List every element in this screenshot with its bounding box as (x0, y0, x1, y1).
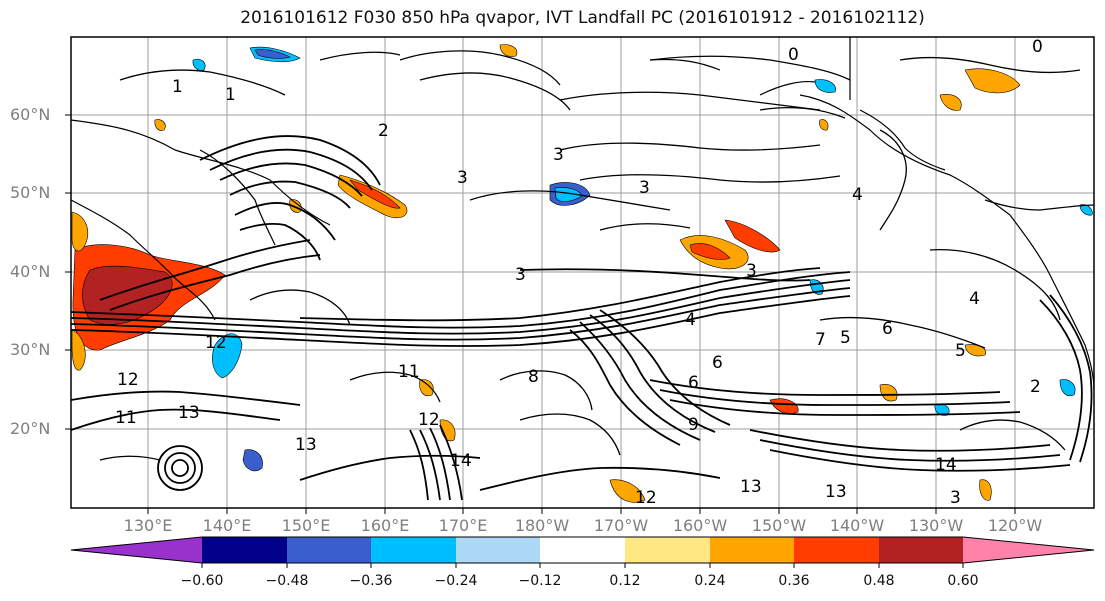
contour-label: 13 (825, 482, 847, 502)
contour-label: 13 (178, 403, 200, 423)
lat-label: 30°N (10, 340, 51, 359)
contour-label: 12 (418, 410, 440, 430)
coastlines (71, 37, 1094, 391)
contour-label: 2 (378, 121, 389, 141)
contour-labels: 0 0 1 1 2 3 3 3 3 4 4 4 6 6 5 5 7 11 11 … (115, 37, 1043, 508)
lat-label: 50°N (10, 183, 51, 202)
colorbar-label: 0.60 (947, 573, 979, 589)
contour-label: 8 (528, 367, 539, 387)
contour-label: 6 (712, 353, 723, 373)
lon-label: 140°W (829, 516, 885, 535)
contour-label: 13 (295, 435, 317, 455)
contour-label: 1 (172, 77, 183, 97)
colorbar-segment-6 (625, 537, 710, 563)
lon-label: 140°E (202, 516, 252, 535)
colorbar-segment-1 (202, 537, 287, 563)
colorbar-segment-7 (710, 537, 794, 563)
contour-label: 4 (685, 310, 696, 330)
contour-label: 6 (882, 319, 893, 339)
contour-label: 5 (955, 341, 966, 361)
colorbar-segment-9 (879, 537, 963, 563)
colorbar-label: 0.24 (694, 573, 726, 589)
qvapor-contours (99, 50, 1081, 461)
contour-label: 3 (746, 261, 757, 281)
contour-label: 12 (205, 333, 227, 353)
lon-label: 170°E (438, 516, 488, 535)
colorbar-label: −0.36 (349, 573, 393, 589)
contour-label: 3 (950, 488, 961, 508)
contour-label: 7 (815, 330, 826, 350)
contour-label: 12 (117, 370, 139, 390)
contour-label: 3 (639, 178, 650, 198)
colorbar-label: −0.60 (180, 573, 224, 589)
colorbar-label: 0.12 (609, 573, 641, 589)
colorbar-segment-5 (540, 537, 625, 563)
contour-label: 4 (969, 289, 980, 309)
lon-label: 150°W (751, 516, 807, 535)
lat-label: 40°N (10, 262, 51, 281)
contour-label: 13 (740, 477, 762, 497)
contour-label: 3 (515, 265, 526, 285)
contour-label: 4 (852, 185, 863, 205)
map-title: 2016101612 F030 850 hPa qvapor, IVT Land… (240, 8, 925, 28)
lat-label: 60°N (10, 105, 51, 124)
lon-label: 120°W (987, 516, 1043, 535)
colorbar-segment-4 (456, 537, 540, 563)
contour-label: 3 (553, 145, 564, 165)
colorbar-segment-10 (963, 537, 1094, 563)
contour-label: 11 (398, 362, 420, 382)
lon-label: 130°E (123, 516, 173, 535)
lon-label: 170°W (593, 516, 649, 535)
colorbar-segment-2 (287, 537, 371, 563)
lat-label: 20°N (10, 419, 51, 438)
colorbar-label: 0.36 (778, 573, 810, 589)
contour-label: 5 (840, 328, 851, 348)
lon-label: 150°E (281, 516, 331, 535)
contour-label: 14 (450, 451, 472, 471)
lon-label: 180°W (514, 516, 570, 535)
contour-label: 14 (935, 455, 957, 475)
contour-label: 1 (225, 85, 236, 105)
contour-label: 0 (1032, 37, 1043, 57)
colorbar-label: −0.24 (434, 573, 478, 589)
contour-label: 9 (688, 415, 699, 435)
lon-label: 130°W (908, 516, 964, 535)
colorbar-segment-3 (371, 537, 456, 563)
contour-label: 0 (788, 45, 799, 65)
contour-label: 3 (457, 168, 468, 188)
colorbar-segment-8 (794, 537, 879, 563)
contour-label: 12 (635, 488, 657, 508)
lon-label: 160°E (360, 516, 410, 535)
contour-label: 6 (688, 373, 699, 393)
colorbar-label: −0.12 (518, 573, 562, 589)
contour-label: 11 (115, 408, 137, 428)
colorbar-segment-0 (71, 537, 202, 563)
ivt-contours (71, 135, 1093, 501)
lon-label: 160°W (672, 516, 728, 535)
colorbar-label: −0.48 (265, 573, 309, 589)
contour-label: 2 (1030, 377, 1041, 397)
colorbar-label: 0.48 (863, 573, 895, 589)
